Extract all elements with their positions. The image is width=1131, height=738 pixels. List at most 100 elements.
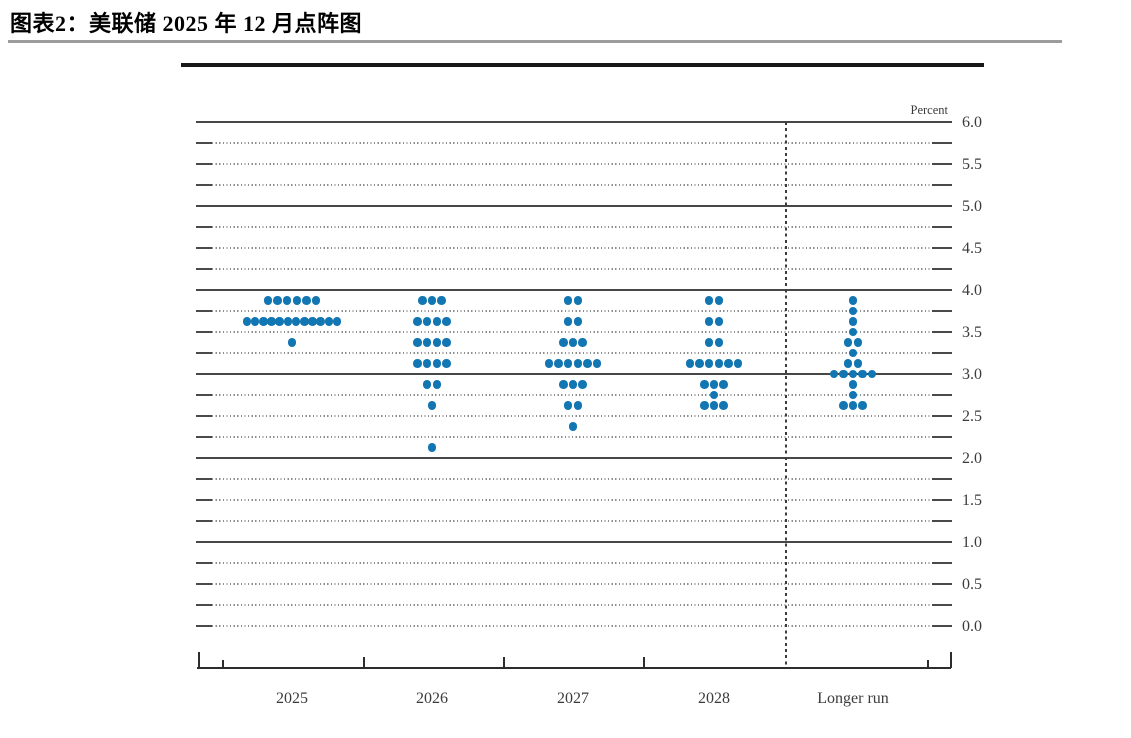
dot-longer-run-3 [848,369,858,379]
dot-longer-run-3 [839,369,848,379]
chart-top-rule [181,63,984,67]
dot-2027-3.625 [573,317,583,326]
dot-2027-3.125 [592,359,602,368]
y-tick-label-5.0: 5.0 [962,198,982,215]
x-axis-minor-tick [927,660,929,668]
dot-2027-3.125 [573,359,583,368]
gridline-left-tick-4.25 [196,268,212,270]
dot-2026-2.875 [422,380,432,389]
dot-2028-3.625 [704,317,714,326]
gridline-left-tick-2.50 [196,415,212,417]
gridline-dotted-0.25 [212,604,932,606]
dot-2026-3.125 [422,359,432,368]
dot-2025-3.625 [242,317,252,326]
gridline-dotted-1.50 [212,499,932,501]
y-tick-label-4.5: 4.5 [962,240,982,257]
gridline-right-tick-0.75 [932,562,952,564]
gridline-dotted-5.25 [212,184,932,186]
dot-2025-3.625 [291,317,301,326]
gridline-right-tick-0.50 [932,583,952,585]
dot-longer-run-3.625 [848,317,858,326]
dot-2027-2.625 [573,401,583,410]
dot-2027-3.875 [573,296,583,305]
x-axis-right-corner-tick [950,652,952,668]
dot-longer-run-3 [858,369,867,379]
gridline-left-tick-0.00 [196,625,212,627]
gridline-dotted-0.50 [212,583,932,585]
dot-longer-run-3.75 [848,306,858,316]
dot-2026-3.125 [413,359,422,368]
dot-2028-3.375 [714,338,724,347]
dot-2026-3.875 [427,296,437,305]
dot-longer-run-3.875 [848,296,858,305]
y-tick-label-0.5: 0.5 [962,576,982,593]
dot-2025-3.375 [287,338,297,347]
dot-2026-3.875 [418,296,427,305]
dot-2026-3.625 [432,317,442,326]
x-axis-left-corner-tick [198,652,200,668]
x-category-label-2027: 2027 [557,690,589,707]
dot-2025-3.875 [302,296,311,305]
dot-2028-2.875 [719,380,728,389]
x-axis-column-tick [643,657,645,668]
gridline-left-tick-2.25 [196,436,212,438]
gridline-dotted-2.25 [212,436,932,438]
gridline-right-tick-2.50 [932,415,952,417]
gridline-dotted-1.75 [212,478,932,480]
dot-2028-2.875 [700,380,709,389]
gridline-right-tick-5.50 [932,163,952,165]
gridline-solid-1.00 [196,541,952,543]
dot-2028-3.125 [714,359,724,368]
gridline-right-tick-4.25 [932,268,952,270]
gridline-left-tick-0.75 [196,562,212,564]
gridline-left-tick-0.25 [196,604,212,606]
dot-longer-run-3.5 [848,327,858,337]
y-tick-label-4.0: 4.0 [962,282,982,299]
page-title: 图表2：美联储 2025 年 12 月点阵图 [10,11,363,36]
gridline-right-tick-1.75 [932,478,952,480]
dot-2026-2.625 [427,401,437,410]
dot-2025-3.875 [292,296,302,305]
dot-2027-3.875 [563,296,573,305]
dot-longer-run-3 [829,369,839,379]
gridline-left-tick-4.75 [196,226,212,228]
dot-longer-run-2.625 [848,401,858,410]
dot-2027-3.125 [554,359,563,368]
dot-2028-3.375 [704,338,714,347]
x-axis-minor-tick [222,660,224,668]
y-axis-unit-label: Percent [910,103,948,117]
x-category-label-2026: 2026 [416,690,448,707]
dot-2026-3.625 [442,317,451,326]
x-category-label-2028: 2028 [698,690,730,707]
dot-2028-3.125 [724,359,733,368]
gridline-right-tick-4.50 [932,247,952,249]
dot-2028-2.75 [709,390,719,400]
y-tick-label-5.5: 5.5 [962,156,982,173]
dot-2028-3.125 [685,359,695,368]
gridline-dotted-1.25 [212,520,932,522]
dot-2025-3.875 [311,296,321,305]
x-category-label-2025: 2025 [276,690,308,707]
gridline-dotted-0.75 [212,562,932,564]
y-tick-label-1.0: 1.0 [962,534,982,551]
gridline-right-tick-5.25 [932,184,952,186]
dot-2025-3.625 [275,317,284,326]
dot-2027-3.375 [578,338,587,347]
gridline-dotted-2.50 [212,415,932,417]
gridline-solid-4.00 [196,289,952,291]
dot-2027-2.875 [578,380,587,389]
dot-2028-2.625 [719,401,728,410]
dot-2026-3.125 [432,359,442,368]
dot-longer-run-3.25 [848,348,858,358]
dot-2028-3.125 [704,359,714,368]
dot-longer-run-2.625 [858,401,867,410]
dot-2025-3.875 [282,296,292,305]
gridline-dotted-4.25 [212,268,932,270]
gridline-left-tick-0.50 [196,583,212,585]
gridline-left-tick-1.25 [196,520,212,522]
gridline-right-tick-2.75 [932,394,952,396]
dot-2027-2.375 [568,422,578,431]
dot-longer-run-3.375 [843,338,853,347]
dot-longer-run-2.625 [839,401,848,410]
